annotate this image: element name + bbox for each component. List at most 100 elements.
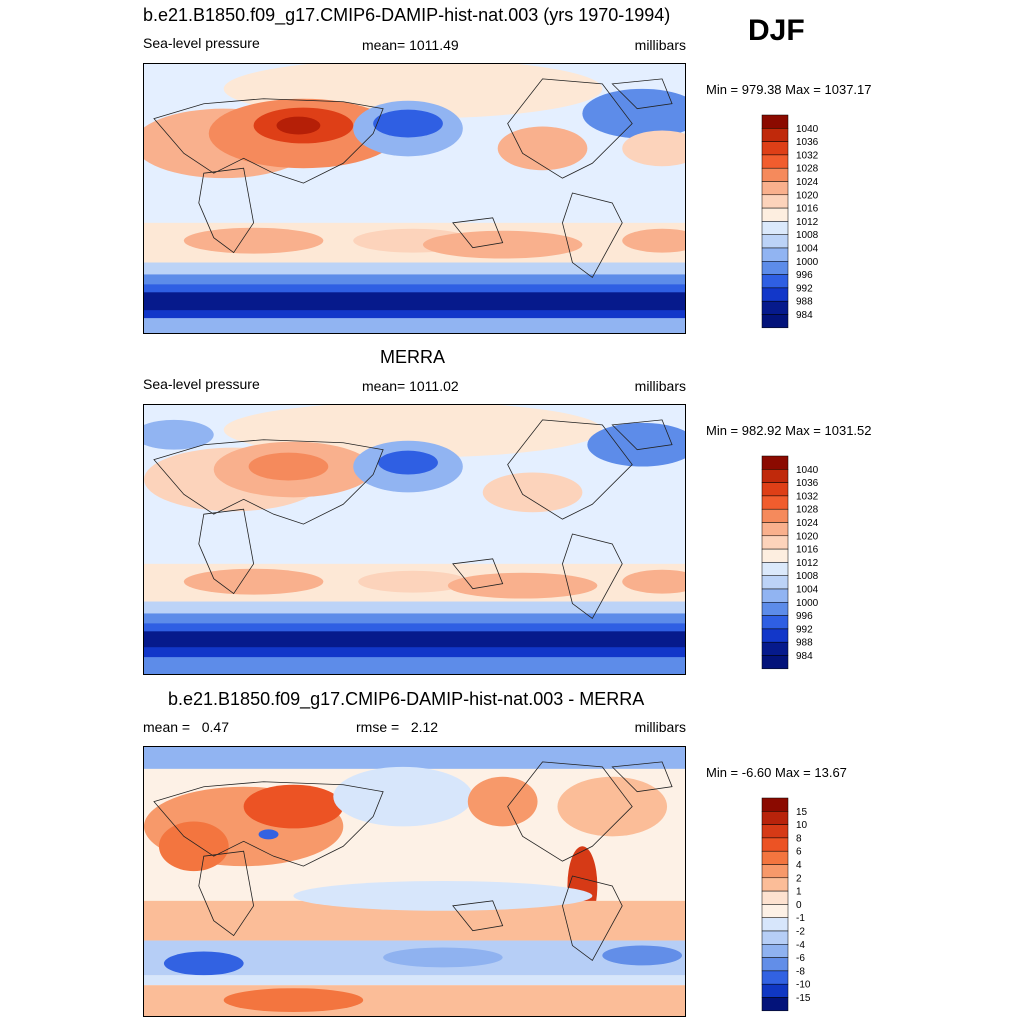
colorbar-label: -15 bbox=[796, 993, 811, 1004]
colorbar-swatch bbox=[761, 482, 789, 497]
panel3-title: b.e21.B1850.f09_g17.CMIP6-DAMIP-hist-nat… bbox=[168, 689, 645, 709]
colorbar-swatch bbox=[761, 850, 789, 865]
colorbar-swatch bbox=[761, 602, 789, 616]
colorbar-swatch bbox=[761, 615, 789, 630]
colorbar-label: 1036 bbox=[796, 137, 819, 148]
colorbar-swatch bbox=[761, 495, 789, 510]
colorbar-swatch bbox=[761, 575, 789, 590]
colorbar-swatch bbox=[761, 141, 789, 156]
colorbar-label: 984 bbox=[796, 651, 813, 662]
panel3-mean-label: mean = 0.47 bbox=[143, 719, 230, 735]
panel1-center-label: mean= 1011.49 bbox=[362, 37, 459, 53]
colorbar-swatch bbox=[761, 287, 789, 302]
panel1-map bbox=[143, 63, 686, 334]
colorbar-label: 1028 bbox=[796, 505, 819, 516]
colorbar-label: 1020 bbox=[796, 531, 819, 542]
colorbar-swatch bbox=[761, 261, 789, 275]
colorbar-label: 1 bbox=[796, 887, 802, 898]
colorbar-label: 8 bbox=[796, 833, 802, 844]
colorbar-swatch bbox=[761, 469, 789, 483]
colorbar-swatch bbox=[761, 811, 789, 825]
panel2-title: MERRA bbox=[380, 347, 446, 367]
colorbar-label: -2 bbox=[796, 927, 805, 938]
colorbar-label: 1000 bbox=[796, 257, 819, 268]
colorbar-label: 1020 bbox=[796, 190, 819, 201]
colorbar-swatch bbox=[761, 128, 789, 142]
colorbar-swatch bbox=[761, 904, 789, 918]
colorbar-swatch bbox=[761, 628, 789, 643]
colorbar-label: 1016 bbox=[796, 545, 819, 556]
colorbar-swatch bbox=[761, 194, 789, 209]
colorbar-swatch bbox=[761, 997, 789, 1012]
colorbar-label: 1024 bbox=[796, 177, 819, 188]
panel2-left-label: Sea-level pressure bbox=[143, 376, 260, 392]
colorbar-label: 1040 bbox=[796, 465, 819, 476]
colorbar-label: 1024 bbox=[796, 518, 819, 529]
colorbar-label: 1016 bbox=[796, 204, 819, 215]
panel3-minmax: Min = -6.60 Max = 13.67 bbox=[706, 765, 847, 780]
panel1-right-label: millibars bbox=[634, 37, 686, 53]
panel3-map bbox=[143, 746, 686, 1017]
panel1-left-label: Sea-level pressure bbox=[143, 35, 260, 51]
colorbar-label: 1012 bbox=[796, 217, 819, 228]
colorbar-swatch bbox=[761, 957, 789, 972]
colorbar-label: 2 bbox=[796, 873, 802, 884]
colorbar-label: 1032 bbox=[796, 491, 819, 502]
colorbar-label: 1012 bbox=[796, 558, 819, 569]
colorbar-swatch bbox=[761, 221, 789, 235]
colorbar-label: -8 bbox=[796, 966, 805, 977]
panel1-colorbar: 1040 1036 1032 1028 1024 1020 1016 1012 1008 1004… bbox=[761, 114, 822, 335]
colorbar-swatch bbox=[761, 824, 789, 839]
colorbar-label: 992 bbox=[796, 283, 813, 294]
colorbar-swatch bbox=[761, 535, 789, 550]
colorbar-label: 4 bbox=[796, 860, 802, 871]
colorbar-swatch bbox=[761, 930, 789, 945]
colorbar-label: 1004 bbox=[796, 244, 819, 255]
colorbar-label: 988 bbox=[796, 638, 813, 649]
colorbar-swatch bbox=[761, 983, 789, 998]
panel3-colorbar: 15 10 8 6 4 2 1 0 -1 -2 -4 -6 -8 -10 -15 bbox=[761, 797, 822, 1018]
colorbar-swatch bbox=[761, 944, 789, 958]
colorbar-swatch bbox=[761, 917, 789, 932]
panel3-right-label: millibars bbox=[634, 719, 686, 735]
colorbar-label: 1040 bbox=[796, 124, 819, 135]
colorbar-swatch bbox=[761, 181, 789, 196]
colorbar-swatch bbox=[761, 234, 789, 249]
colorbar-label: -1 bbox=[796, 913, 805, 924]
panel3-rmse-label: rmse = 2.12 bbox=[356, 719, 439, 735]
season-label: DJF bbox=[748, 14, 805, 47]
colorbar-swatch bbox=[761, 300, 789, 315]
colorbar-label: 10 bbox=[796, 820, 808, 831]
panel2-center-label: mean= 1011.02 bbox=[362, 378, 459, 394]
colorbar-label: 1000 bbox=[796, 598, 819, 609]
colorbar-swatch bbox=[761, 114, 789, 129]
panel2-colorbar: 1040 1036 1032 1028 1024 1020 1016 1012 1008 1004… bbox=[761, 455, 822, 676]
colorbar-swatch bbox=[761, 522, 789, 537]
colorbar-swatch bbox=[761, 890, 789, 905]
colorbar-swatch bbox=[761, 864, 789, 879]
colorbar-swatch bbox=[761, 970, 789, 985]
colorbar-swatch bbox=[761, 562, 789, 576]
colorbar-label: -6 bbox=[796, 953, 805, 964]
colorbar-label: 996 bbox=[796, 270, 813, 281]
colorbar-swatch bbox=[761, 837, 789, 852]
colorbar-swatch bbox=[761, 247, 789, 262]
colorbar-label: 1008 bbox=[796, 230, 819, 241]
colorbar-label: 1036 bbox=[796, 478, 819, 489]
main-title: b.e21.B1850.f09_g17.CMIP6-DAMIP-hist-nat… bbox=[143, 5, 671, 25]
panel2-minmax: Min = 982.92 Max = 1031.52 bbox=[706, 423, 872, 438]
panel1-minmax: Min = 979.38 Max = 1037.17 bbox=[706, 82, 872, 97]
colorbar-swatch bbox=[761, 455, 789, 470]
colorbar-swatch bbox=[761, 641, 789, 656]
colorbar-swatch bbox=[761, 314, 789, 329]
colorbar-swatch bbox=[761, 655, 789, 670]
colorbar-swatch bbox=[761, 797, 789, 812]
colorbar-label: 996 bbox=[796, 611, 813, 622]
colorbar-label: 6 bbox=[796, 847, 802, 858]
colorbar-swatch bbox=[761, 877, 789, 892]
colorbar-swatch bbox=[761, 588, 789, 603]
colorbar-swatch bbox=[761, 154, 789, 169]
colorbar-label: 992 bbox=[796, 624, 813, 635]
colorbar-swatch bbox=[761, 207, 789, 222]
colorbar-label: 1008 bbox=[796, 571, 819, 582]
